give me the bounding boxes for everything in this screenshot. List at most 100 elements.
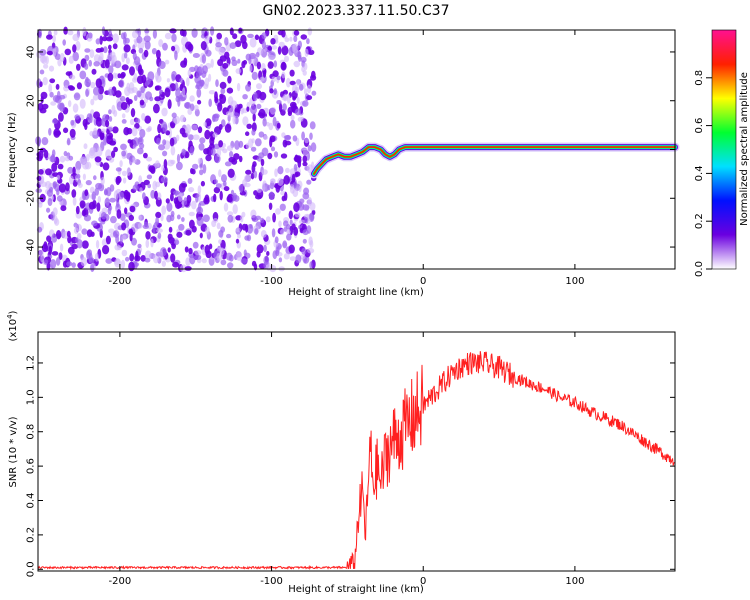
noise-speck: [254, 228, 259, 235]
noise-speck: [302, 238, 307, 244]
noise-speck: [213, 186, 221, 194]
noise-speck: [46, 235, 52, 242]
noise-speck: [140, 86, 145, 94]
noise-speck: [233, 153, 240, 160]
noise-speck: [250, 105, 257, 115]
noise-speck: [155, 160, 160, 168]
noise-speck: [283, 220, 289, 227]
noise-speck: [170, 159, 176, 165]
noise-speck: [144, 250, 152, 260]
noise-speck: [145, 231, 151, 240]
noise-speck: [155, 211, 162, 219]
y-tick-label: -40: [26, 239, 37, 255]
noise-speck: [155, 75, 162, 83]
noise-speck: [69, 128, 76, 138]
noise-speck: [218, 239, 222, 244]
noise-speck: [263, 135, 269, 140]
noise-speck: [92, 94, 99, 101]
noise-speck: [306, 179, 312, 185]
noise-speck: [55, 95, 62, 104]
noise-speck: [309, 121, 316, 130]
noise-speck: [285, 167, 290, 174]
snr-series-line: [37, 351, 675, 571]
noise-speck: [216, 222, 221, 230]
noise-speck: [53, 215, 58, 224]
noise-speck: [74, 114, 80, 120]
noise-speck: [296, 78, 300, 86]
noise-speck: [128, 214, 134, 221]
noise-speck: [89, 49, 95, 58]
noise-speck: [170, 145, 176, 156]
noise-speck: [95, 38, 101, 45]
noise-speck: [278, 257, 283, 263]
noise-speck: [276, 75, 281, 81]
noise-speck: [143, 35, 151, 43]
noise-speck: [122, 177, 127, 184]
noise-speck: [139, 142, 145, 149]
noise-speck: [166, 78, 170, 83]
noise-speck: [93, 54, 101, 63]
noise-speck: [309, 213, 315, 221]
noise-speck: [215, 42, 222, 48]
noise-speck: [121, 113, 126, 119]
noise-speck: [251, 129, 256, 136]
noise-speck: [250, 172, 255, 180]
noise-speck: [59, 155, 66, 163]
noise-speck: [225, 111, 232, 117]
noise-speck: [268, 202, 273, 210]
noise-speck: [245, 131, 250, 136]
noise-speck: [156, 49, 161, 60]
noise-speck: [85, 154, 90, 162]
noise-speck: [188, 211, 195, 217]
noise-speck: [152, 29, 157, 39]
noise-speck: [234, 40, 242, 48]
figure-title: GN02.2023.337.11.50.C37: [263, 3, 450, 19]
noise-speck: [138, 175, 143, 184]
noise-speck: [194, 75, 202, 84]
noise-speck: [284, 37, 290, 43]
noise-speck: [226, 87, 234, 94]
noise-speck: [76, 82, 82, 90]
noise-speck: [82, 26, 87, 37]
snr-y-label: SNR (10 * v/v): [8, 416, 19, 487]
noise-speck: [37, 28, 43, 39]
noise-speck: [210, 26, 215, 36]
noise-speck: [128, 228, 134, 235]
noise-speck: [121, 234, 127, 241]
noise-speck: [222, 69, 229, 77]
noise-speck: [38, 150, 44, 160]
noise-speck: [213, 113, 220, 119]
noise-speck: [278, 102, 283, 113]
noise-speck: [42, 77, 48, 86]
noise-speck: [289, 80, 296, 86]
noise-speck: [171, 45, 176, 52]
noise-speck: [171, 112, 177, 119]
noise-speck: [96, 202, 101, 212]
noise-speck: [176, 231, 183, 238]
noise-speck: [268, 54, 275, 61]
noise-speck: [99, 35, 103, 45]
noise-speck: [292, 135, 298, 142]
noise-speck: [302, 192, 310, 200]
noise-speck: [237, 233, 241, 239]
noise-speck: [72, 197, 77, 206]
noise-speck: [189, 145, 194, 156]
noise-speck: [224, 37, 229, 46]
noise-speck: [218, 47, 226, 56]
noise-speck: [259, 77, 265, 82]
noise-speck: [112, 43, 118, 50]
noise-speck: [261, 182, 266, 192]
noise-speck: [201, 258, 207, 264]
noise-speck: [139, 187, 143, 193]
noise-speck: [56, 174, 61, 181]
noise-speck: [303, 88, 308, 95]
noise-speck: [124, 207, 128, 215]
noise-speck: [294, 212, 301, 218]
noise-speck: [307, 145, 312, 152]
noise-speck: [154, 190, 158, 200]
noise-speck: [197, 202, 202, 213]
noise-speck: [253, 91, 258, 102]
noise-speck: [103, 136, 107, 146]
noise-speck: [133, 95, 138, 101]
noise-speck: [191, 28, 198, 38]
